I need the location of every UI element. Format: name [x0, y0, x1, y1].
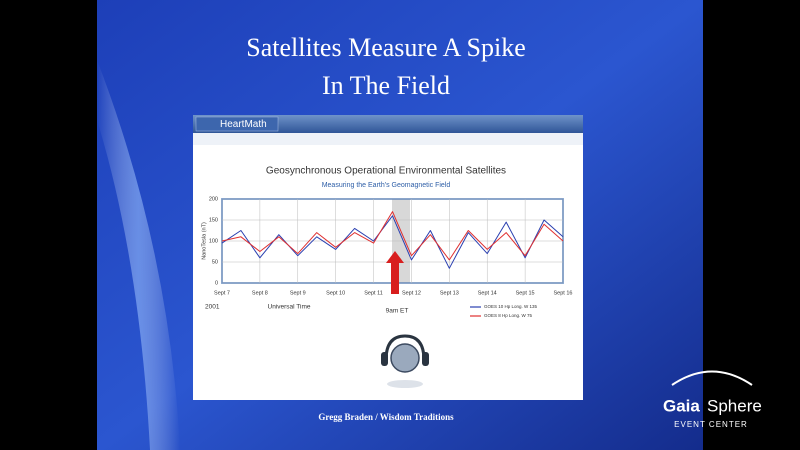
- x-tick-label: Sept 14: [478, 290, 497, 296]
- x-tick-label: Sept 7: [214, 290, 230, 296]
- annotation: 2001: [205, 304, 220, 311]
- headphones-logo: [381, 334, 429, 388]
- x-tick-label: Sept 13: [440, 290, 459, 296]
- legend-label: GOES 10 Hp Long. W 135: [484, 304, 538, 309]
- y-axis-label: NanoTesla (nT): [201, 222, 207, 260]
- x-tick-label: Sept 16: [554, 290, 573, 296]
- gaia-text: Gaia: [663, 396, 700, 415]
- annotation: Universal Time: [268, 304, 311, 311]
- gaiasphere-logo: Gaia Sphere EVENT CENTER: [663, 370, 762, 429]
- heartmath-bar: [193, 115, 583, 133]
- series-line: [221, 215, 564, 269]
- heartmath-text: HeartMath: [220, 119, 267, 130]
- y-tick-label: 150: [209, 217, 218, 223]
- x-tick-label: Sept 11: [364, 290, 383, 296]
- series-line: [221, 211, 564, 261]
- event-center-text: EVENT CENTER: [674, 420, 748, 429]
- x-tick-label: Sept 10: [326, 290, 345, 296]
- x-tick-label: Sept 12: [402, 290, 421, 296]
- light-streak: [97, 60, 180, 450]
- y-tick-label: 50: [212, 259, 218, 265]
- heartmath-logo: [195, 116, 279, 132]
- y-tick-label: 200: [209, 196, 218, 202]
- x-tick-label: Sept 15: [516, 290, 535, 296]
- legend-label: GOES 8 Hp Long. W 75: [484, 313, 533, 318]
- slide-title: In The Field: [322, 71, 450, 100]
- footer: Gregg Braden / Wisdom Traditions: [318, 412, 454, 422]
- x-tick-label: Sept 8: [252, 290, 268, 296]
- slide-title: Satellites Measure A Spike: [246, 33, 525, 62]
- y-tick-label: 100: [209, 238, 218, 244]
- x-tick-label: Sept 9: [290, 290, 306, 296]
- red-arrow: [386, 251, 404, 294]
- y-tick-label: 0: [215, 280, 218, 286]
- sphere-text: Sphere: [707, 396, 762, 415]
- chart-subtitle: Measuring the Earth's Geomagnetic Field: [322, 182, 451, 189]
- annotation: 9am ET: [386, 308, 409, 315]
- chart-title: Geosynchronous Operational Environmental…: [266, 166, 506, 177]
- panel-band: [193, 133, 583, 145]
